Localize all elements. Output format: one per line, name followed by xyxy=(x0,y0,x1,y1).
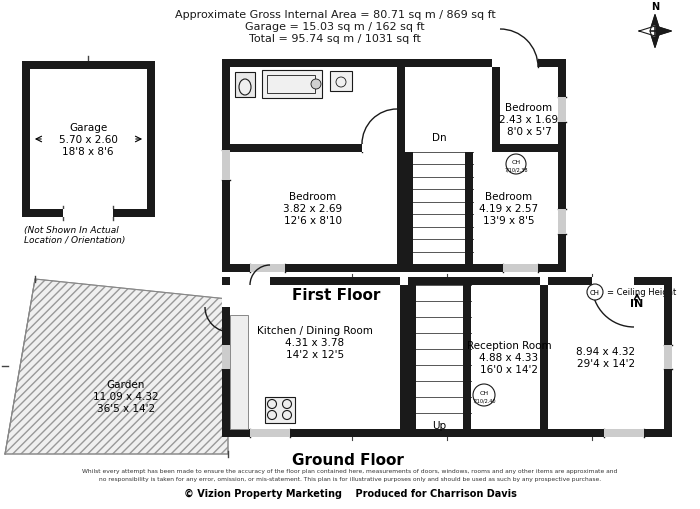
Bar xyxy=(267,76,315,94)
Polygon shape xyxy=(655,27,671,37)
Bar xyxy=(503,265,538,272)
Text: 7/10/2.40: 7/10/2.40 xyxy=(473,398,496,403)
Bar xyxy=(400,286,408,429)
Bar xyxy=(230,277,270,286)
Text: Bedroom
4.19 x 2.57
13'9 x 8'5: Bedroom 4.19 x 2.57 13'9 x 8'5 xyxy=(480,192,538,225)
Bar xyxy=(592,277,634,286)
Bar xyxy=(362,145,397,153)
Bar xyxy=(222,277,672,286)
Bar xyxy=(222,277,230,307)
Text: Garage
5.70 x 2.60
18'8 x 8'6: Garage 5.70 x 2.60 18'8 x 8'6 xyxy=(59,123,118,156)
Bar xyxy=(664,277,672,437)
Bar xyxy=(492,68,500,153)
Bar xyxy=(540,277,548,286)
Text: = Ceiling Height: = Ceiling Height xyxy=(607,288,676,297)
Text: IN: IN xyxy=(631,298,643,308)
Text: Reception Room
4.88 x 4.33
16'0 x 14'2: Reception Room 4.88 x 4.33 16'0 x 14'2 xyxy=(467,341,552,374)
Bar xyxy=(235,73,255,98)
Bar xyxy=(222,60,566,68)
Text: Dn: Dn xyxy=(432,133,447,143)
Bar xyxy=(22,210,155,217)
Text: CH: CH xyxy=(590,290,600,295)
Bar xyxy=(222,277,230,437)
Bar xyxy=(558,60,566,272)
Bar xyxy=(63,210,113,217)
Bar xyxy=(265,397,295,423)
Text: no responsibility is taken for any error, omission, or mis-statement. This plan : no responsibility is taken for any error… xyxy=(99,476,601,481)
Text: Kitchen / Dining Room
4.31 x 3.78
14'2 x 12'5: Kitchen / Dining Room 4.31 x 3.78 14'2 x… xyxy=(257,326,373,359)
Text: 8.94 x 4.32
29'4 x 14'2: 8.94 x 4.32 29'4 x 14'2 xyxy=(576,347,636,368)
Bar xyxy=(22,62,155,70)
Bar xyxy=(147,62,155,217)
Bar xyxy=(500,60,538,68)
Bar xyxy=(397,68,405,265)
Text: Bedroom
3.82 x 2.69
12'6 x 8'10: Bedroom 3.82 x 2.69 12'6 x 8'10 xyxy=(284,192,342,225)
Text: First Floor: First Floor xyxy=(292,288,380,302)
Text: Bedroom
2.43 x 1.69
8'0 x 5'7: Bedroom 2.43 x 1.69 8'0 x 5'7 xyxy=(499,103,559,136)
Polygon shape xyxy=(650,16,660,32)
Bar xyxy=(230,316,248,429)
Circle shape xyxy=(311,80,321,90)
Text: Ground Floor: Ground Floor xyxy=(292,452,404,467)
Bar xyxy=(405,153,413,265)
Text: N: N xyxy=(651,2,659,12)
Bar xyxy=(230,145,397,153)
Bar xyxy=(222,265,566,272)
Text: Approximate Gross Internal Area = 80.71 sq m / 869 sq ft: Approximate Gross Internal Area = 80.71 … xyxy=(174,10,496,20)
Circle shape xyxy=(587,285,603,300)
Bar xyxy=(222,60,230,272)
Bar xyxy=(465,153,473,265)
Text: (Not Shown In Actual
Location / Orientation): (Not Shown In Actual Location / Orientat… xyxy=(24,225,125,245)
Text: CH: CH xyxy=(512,160,521,165)
Bar xyxy=(408,286,416,429)
Bar xyxy=(250,265,285,272)
Polygon shape xyxy=(639,27,655,37)
Bar xyxy=(604,429,644,437)
Bar xyxy=(250,429,290,437)
Bar xyxy=(330,72,352,92)
Bar xyxy=(262,71,322,99)
Bar xyxy=(500,145,558,153)
Text: Up: Up xyxy=(432,420,446,430)
Bar xyxy=(222,429,672,437)
Ellipse shape xyxy=(239,80,251,96)
Bar xyxy=(664,345,672,369)
Bar xyxy=(222,151,230,181)
Circle shape xyxy=(473,384,495,406)
Text: Garage = 15.03 sq m / 162 sq ft: Garage = 15.03 sq m / 162 sq ft xyxy=(245,22,425,32)
Text: 7/10/2.38: 7/10/2.38 xyxy=(504,167,528,172)
Bar xyxy=(222,277,230,286)
Polygon shape xyxy=(650,32,660,48)
Text: Whilst every attempt has been made to ensure the accuracy of the floor plan cont: Whilst every attempt has been made to en… xyxy=(83,468,617,473)
Bar xyxy=(230,277,270,286)
Polygon shape xyxy=(5,279,228,454)
Text: © Vizion Property Marketing    Produced for Charrison Davis: © Vizion Property Marketing Produced for… xyxy=(183,488,517,498)
Text: Garden
11.09 x 4.32
36'5 x 14'2: Garden 11.09 x 4.32 36'5 x 14'2 xyxy=(93,380,159,413)
Bar xyxy=(400,277,408,286)
Bar xyxy=(22,62,30,217)
Bar xyxy=(558,210,566,235)
Circle shape xyxy=(506,155,526,175)
Text: Total = 95.74 sq m / 1031 sq ft: Total = 95.74 sq m / 1031 sq ft xyxy=(249,34,421,44)
Bar xyxy=(492,60,500,68)
Text: CH: CH xyxy=(480,391,489,395)
Bar xyxy=(558,98,566,123)
Bar xyxy=(222,345,230,369)
Bar xyxy=(540,286,548,429)
Bar xyxy=(463,286,471,429)
